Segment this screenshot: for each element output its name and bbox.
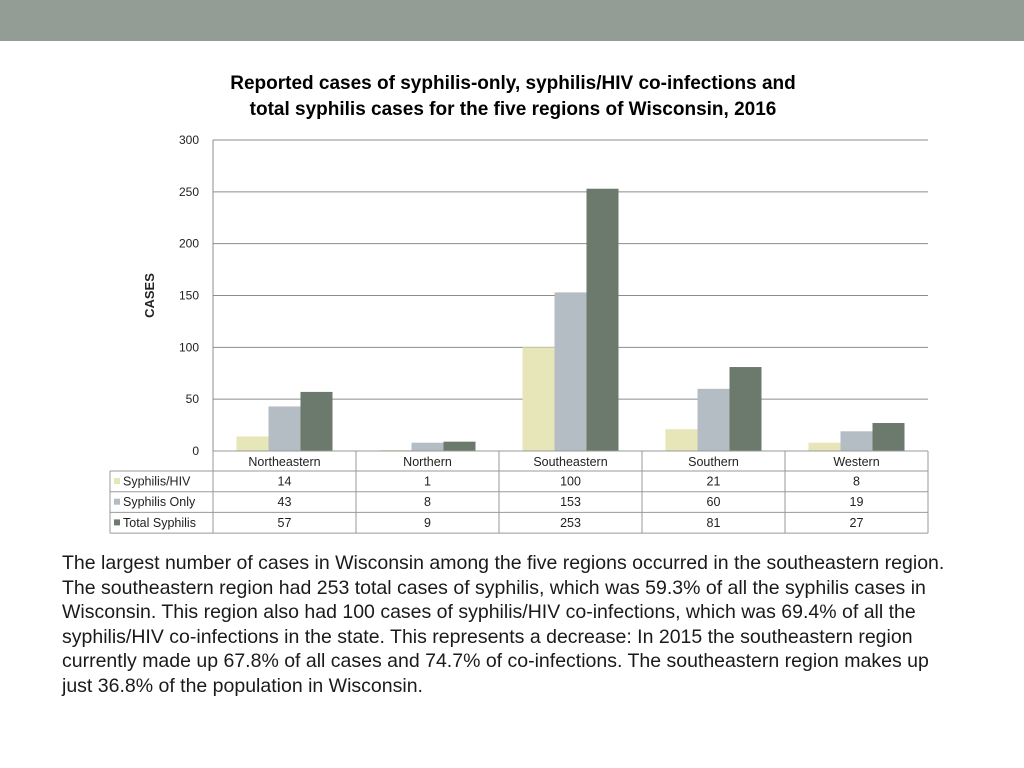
table-value: 1 [424,475,431,489]
category-label: Western [833,455,879,469]
bar-syphilis-only [411,442,444,451]
bar-syphilis-only [697,388,730,451]
table-value: 9 [424,516,431,530]
bar-total-syphilis [443,441,476,451]
y-tick-label: 100 [179,340,199,354]
chart-title-line-2: total syphilis cases for the five region… [249,99,777,120]
table-value: 81 [707,516,721,530]
table-value: 14 [278,475,292,489]
bars [236,188,905,451]
bar-total-syphilis [586,188,619,451]
table-value: 153 [560,495,581,509]
y-axis-label: CASES [142,273,157,318]
category-label: Southeastern [533,455,607,469]
y-tick-label: 0 [192,444,199,458]
y-tick-label: 50 [186,392,200,406]
bar-syphilis-hiv [665,429,698,451]
legend-swatch [114,519,120,526]
table-value: 8 [853,475,860,489]
category-label: Northern [403,455,452,469]
bar-syphilis-hiv [522,347,555,451]
category-label: Northeastern [248,455,320,469]
header-band [0,0,1024,41]
y-tick-label: 250 [179,185,199,199]
bar-syphilis-hiv [236,436,269,451]
table-value: 8 [424,495,431,509]
legend-label: Total Syphilis [123,516,196,530]
bar-syphilis-hiv [379,449,412,451]
y-tick-label: 150 [179,289,199,303]
legend-label: Syphilis/HIV [123,475,191,489]
y-axis: 0 50 100 150 200 250 300 CASES [142,133,214,458]
bar-total-syphilis [300,391,333,451]
table-value: 21 [707,475,721,489]
table-value: 253 [560,516,581,530]
table-value: 100 [560,475,581,489]
bar-total-syphilis [729,367,762,451]
y-tick-label: 200 [179,237,199,251]
table-value: 43 [278,495,292,509]
table-value: 57 [278,516,292,530]
table-value: 60 [707,495,721,509]
legend-swatch [114,478,120,484]
bar-total-syphilis [872,423,905,451]
table-value: 27 [850,516,864,530]
legend-label: Syphilis Only [123,495,196,509]
category-label: Southern [688,455,739,469]
summary-paragraph: The largest number of cases in Wisconsin… [62,552,945,697]
bar-syphilis-hiv [808,442,841,451]
chart-title-line-1: Reported cases of syphilis-only, syphili… [230,73,796,94]
bar-syphilis-only [840,431,873,451]
table-value: 19 [850,495,864,509]
bar-syphilis-only [554,292,587,451]
y-tick-label: 300 [179,133,199,147]
data-table: Northeastern Northern Southeastern Southern… [109,450,929,534]
bar-syphilis-only [268,406,301,451]
legend-swatch [114,498,120,505]
chart-title: Reported cases of syphilis-only, syphili… [120,71,906,123]
